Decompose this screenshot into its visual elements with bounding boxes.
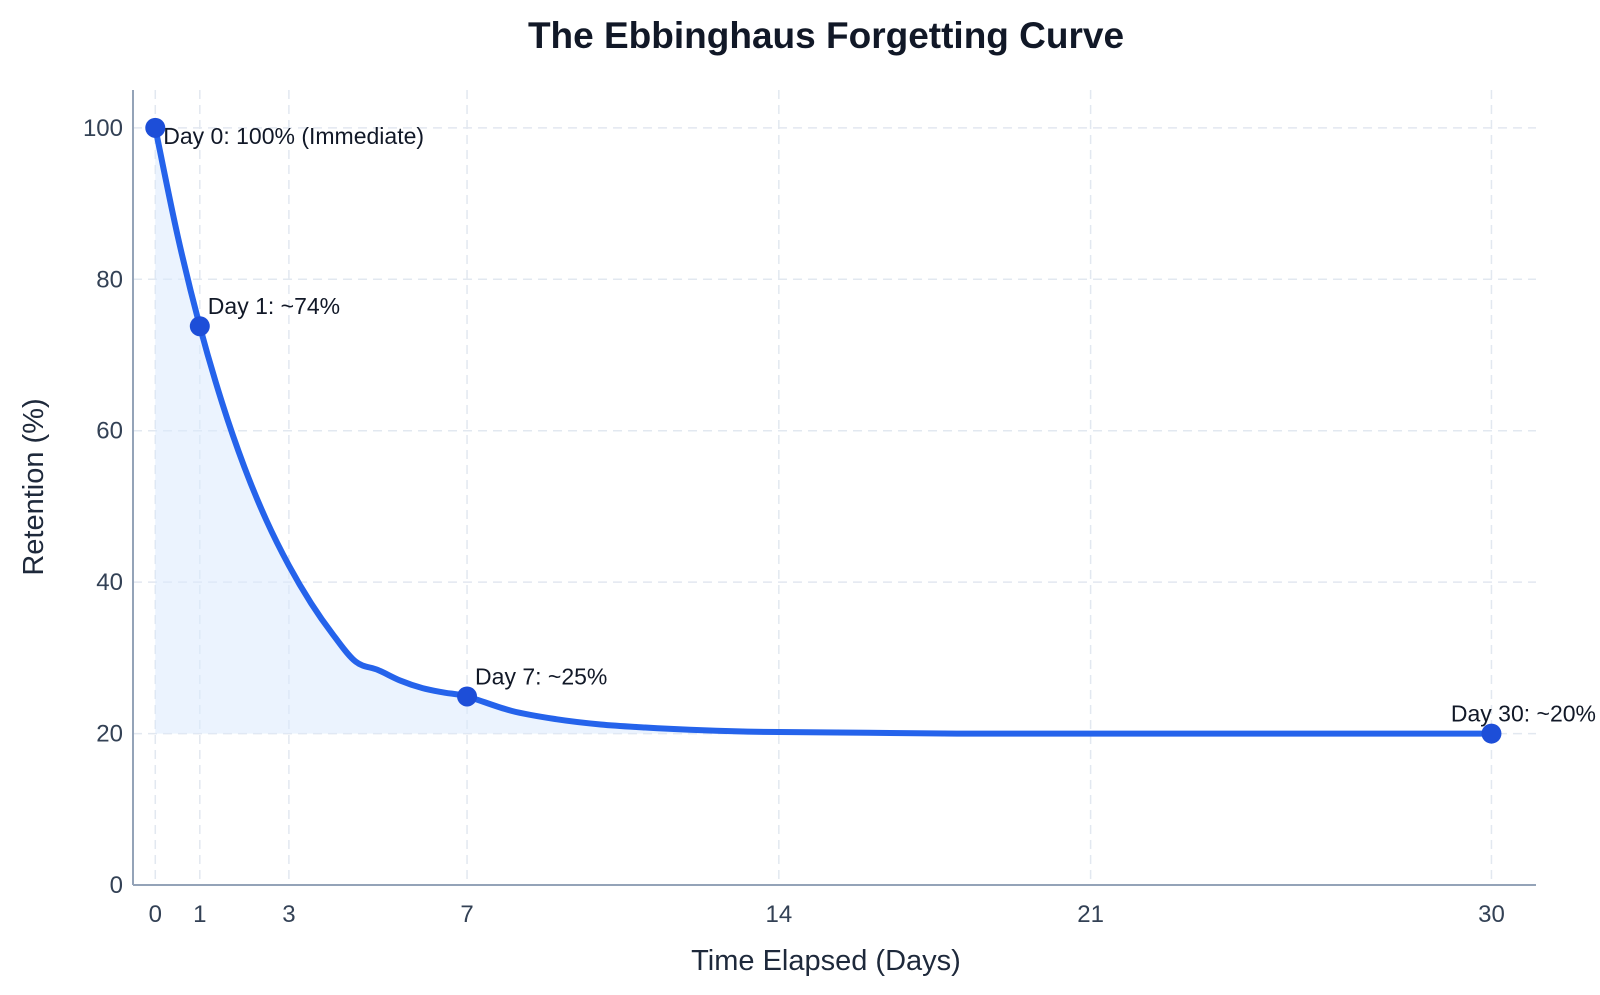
- x-tick-label-0: 0: [149, 901, 162, 928]
- data-point-day-1: [189, 316, 210, 337]
- x-tick-label-14: 14: [765, 901, 792, 928]
- y-tick-label-20: 20: [96, 721, 123, 748]
- x-tick-label-30: 30: [1478, 901, 1505, 928]
- highlighted-points: [145, 117, 1502, 744]
- chart-title: The Ebbinghaus Forgetting Curve: [528, 15, 1124, 56]
- axes: [132, 90, 1536, 886]
- x-axis-title: Time Elapsed (Days): [691, 945, 961, 977]
- annotation-day-0: Day 0: 100% (Immediate): [163, 123, 424, 149]
- retention-area-fill: [155, 127, 1492, 734]
- tick-labels: 0 20 40 60 80 100 0 1 3 7 14 21 30: [83, 115, 1505, 928]
- y-axis-title: Retention (%): [18, 398, 50, 575]
- data-point-day-0: [145, 117, 166, 138]
- point-annotations: Day 0: 100% (Immediate) Day 1: ~74% Day 7:…: [163, 123, 1596, 727]
- retention-curve-line: [152, 124, 1495, 737]
- y-tick-label-80: 80: [96, 266, 123, 293]
- y-tick-label-40: 40: [96, 569, 123, 596]
- x-tick-label-7: 7: [460, 901, 473, 928]
- annotation-day-1: Day 1: ~74%: [208, 293, 340, 319]
- data-point-day-30: [1481, 723, 1502, 744]
- y-tick-label-0: 0: [110, 872, 123, 899]
- grid-lines: [133, 90, 1536, 885]
- y-tick-label-60: 60: [96, 418, 123, 445]
- x-tick-label-21: 21: [1077, 901, 1104, 928]
- annotation-day-30: Day 30: ~20%: [1451, 701, 1596, 727]
- data-point-day-7: [457, 686, 478, 707]
- annotation-day-7: Day 7: ~25%: [475, 663, 607, 689]
- x-tick-label-1: 1: [193, 901, 206, 928]
- x-tick-label-3: 3: [282, 901, 295, 928]
- y-tick-label-100: 100: [83, 115, 123, 142]
